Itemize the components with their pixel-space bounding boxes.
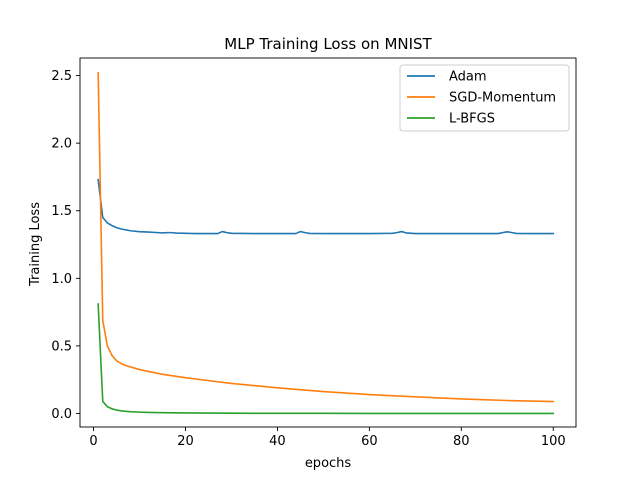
x-tick-label: 80 xyxy=(453,434,470,449)
legend: Adam SGD-Momentum L-BFGS xyxy=(399,64,570,132)
y-tick-label: 1.0 xyxy=(51,272,72,287)
x-tick-label: 0 xyxy=(89,434,97,449)
plot-frame xyxy=(79,57,577,428)
chart-title: MLP Training Loss on MNIST xyxy=(224,35,432,53)
y-tick-label: 2.5 xyxy=(51,69,72,84)
x-tick-label: 20 xyxy=(177,434,194,449)
legend-label-l-bfgs: L-BFGS xyxy=(449,112,495,127)
x-tick-label: 60 xyxy=(361,434,378,449)
y-tick-label: 0.0 xyxy=(51,407,72,422)
series-line-adam xyxy=(97,178,555,235)
series-line-l-bfgs xyxy=(97,303,555,415)
x-tick-label: 40 xyxy=(269,434,286,449)
x-axis-label: epochs xyxy=(305,456,352,471)
axes-layer: 0 20 40 60 80 100 0.0 0.5 1.0 1.5 2.0 2.5 xyxy=(51,57,577,449)
y-axis-label: Training Loss xyxy=(28,202,43,287)
legend-box xyxy=(399,64,570,132)
legend-label-adam: Adam xyxy=(449,70,487,85)
y-tick-label: 0.5 xyxy=(51,339,72,354)
y-tick-label: 1.5 xyxy=(51,204,72,219)
y-tick-label: 2.0 xyxy=(51,137,72,152)
series-line-sgd-momentum xyxy=(97,72,555,403)
legend-label-sgd-momentum: SGD-Momentum xyxy=(449,91,556,106)
series-layer xyxy=(97,72,555,415)
x-tick-label: 100 xyxy=(541,434,566,449)
